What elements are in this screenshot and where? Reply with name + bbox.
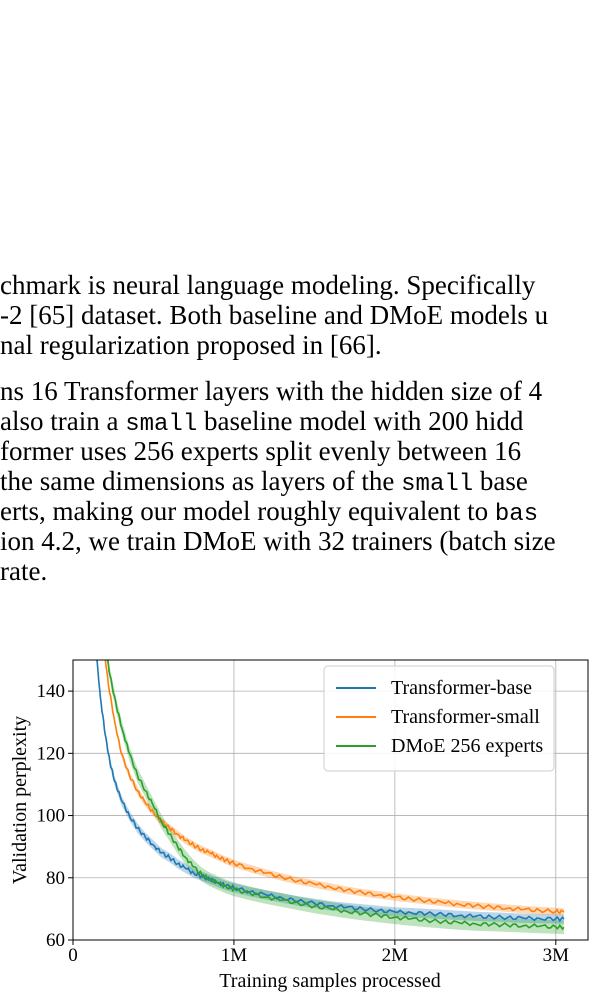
text-run: the same dimensions as layers of the: [0, 466, 402, 496]
text-run: chmark is neural language modeling. Spec…: [0, 270, 536, 300]
text-line: chmark is neural language modeling. Spec…: [0, 270, 600, 300]
code-text: small: [125, 411, 198, 438]
text-line: ns 16 Transformer layers with the hidden…: [0, 376, 600, 406]
paragraph-1: chmark is neural language modeling. Spec…: [0, 270, 600, 360]
text-run: ns 16 Transformer layers with the hidden…: [0, 376, 543, 406]
code-text: bas: [494, 501, 539, 528]
text-run: nal regularization proposed in [66].: [0, 330, 382, 360]
series-line: [107, 660, 565, 931]
text-run: also train a: [0, 406, 126, 436]
x-tick-label: 1M: [221, 945, 248, 966]
plot-frame: [72, 659, 589, 941]
perplexity-chart: 0 1M 2M 3M 60 80 100 120 140 Training samples pr…: [9, 659, 589, 992]
x-axis-label: Training samples processed: [219, 970, 440, 992]
paragraph-2: ns 16 Transformer layers with the hidden…: [0, 376, 600, 586]
x-tick-label: 2M: [382, 945, 409, 966]
text-run: ion 4.2, we train DMoE with 32 trainers …: [0, 526, 556, 556]
text-run: erts, making our model roughly equivalen…: [0, 496, 495, 526]
y-axis-label: Validation perplexity: [9, 716, 31, 884]
text-run: -2 [65] dataset. Both baseline and DMoE …: [0, 300, 549, 330]
y-tick-label: 120: [37, 743, 66, 764]
text-line: nal regularization proposed in [66].: [0, 330, 600, 360]
text-line: also train a small baseline model with 2…: [0, 406, 600, 438]
text-run: base: [473, 466, 528, 496]
text-run: baseline model with 200 hidd: [197, 406, 524, 436]
text-line: the same dimensions as layers of the sma…: [0, 466, 600, 498]
y-tick-label: 100: [37, 806, 66, 827]
legend-label: Transformer-base: [391, 677, 532, 699]
text-run: former uses 256 experts split evenly bet…: [0, 436, 522, 466]
y-tick-label: 140: [37, 681, 66, 702]
text-run: rate.: [0, 556, 48, 586]
axis-ticks: 0 1M 2M 3M 60 80 100 120 140: [37, 681, 570, 966]
x-tick-label: 3M: [543, 945, 570, 966]
x-tick-label: 0: [68, 945, 78, 966]
text-line: erts, making our model roughly equivalen…: [0, 496, 600, 528]
figure: 0 1M 2M 3M 60 80 100 120 140 Training samples pr…: [0, 650, 600, 1003]
series-lines: [96, 660, 565, 931]
y-tick-label: 80: [46, 868, 65, 889]
code-text: small: [401, 471, 474, 498]
text-line: -2 [65] dataset. Both baseline and DMoE …: [0, 300, 600, 330]
legend-box: [323, 665, 555, 772]
legend-label: Transformer-small: [391, 706, 540, 728]
legend: Transformer-base Transformer-small DMoE 25…: [323, 665, 555, 772]
series-line: [104, 660, 565, 915]
legend-label: DMoE 256 experts: [391, 735, 543, 757]
y-tick-label: 60: [46, 930, 65, 951]
text-line: rate.: [0, 556, 600, 586]
paper-text: chmark is neural language modeling. Spec…: [0, 270, 600, 586]
text-line: ion 4.2, we train DMoE with 32 trainers …: [0, 526, 600, 556]
text-line: former uses 256 experts split evenly bet…: [0, 436, 600, 466]
series-line: [96, 660, 565, 923]
